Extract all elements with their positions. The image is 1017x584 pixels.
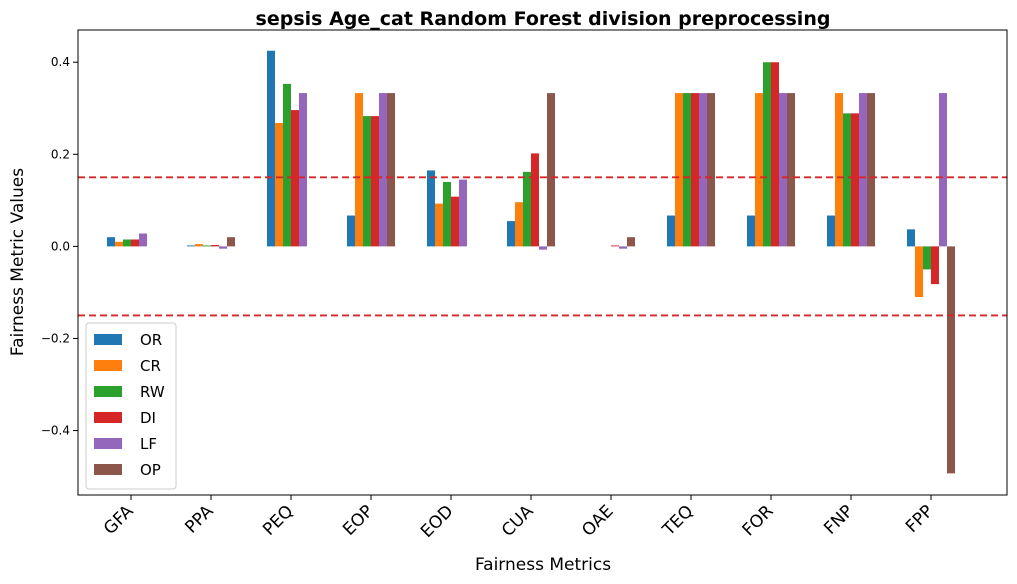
legend-swatch-op bbox=[94, 464, 122, 475]
bar-lf-eop bbox=[379, 93, 387, 247]
bar-or-gfa bbox=[107, 237, 115, 247]
bar-rw-cua bbox=[523, 171, 531, 247]
bar-op-cua bbox=[547, 93, 555, 247]
bar-lf-fpp bbox=[939, 93, 947, 247]
bar-rw-teq bbox=[683, 93, 691, 247]
y-tick-label: 0.0 bbox=[51, 239, 70, 253]
bar-rw-fnp bbox=[843, 113, 851, 247]
x-tick-label: FOR bbox=[739, 501, 778, 540]
bar-or-cua bbox=[507, 221, 515, 247]
x-axis-label: Fairness Metrics bbox=[475, 555, 611, 575]
x-tick-label: GFA bbox=[100, 501, 138, 539]
bar-di-eop bbox=[371, 116, 379, 247]
legend-swatch-or bbox=[94, 334, 122, 345]
bar-or-ppa bbox=[187, 245, 195, 247]
x-tick-label: EOP bbox=[339, 501, 377, 539]
bar-cr-peq bbox=[275, 123, 283, 247]
bar-cr-ppa bbox=[195, 244, 203, 247]
y-tick-label: 0.4 bbox=[51, 55, 70, 69]
bar-di-gfa bbox=[131, 239, 139, 247]
bar-di-fpp bbox=[931, 246, 939, 285]
bar-or-fpp bbox=[907, 229, 915, 247]
x-tick-label: FPP bbox=[902, 501, 938, 537]
x-tick-label: EOD bbox=[417, 501, 457, 541]
bar-cr-for bbox=[755, 93, 763, 247]
y-tick-label: −0.2 bbox=[41, 331, 70, 345]
bar-lf-ppa bbox=[219, 246, 227, 249]
bar-di-peq bbox=[291, 110, 299, 247]
bar-or-for bbox=[747, 215, 755, 247]
legend-swatch-di bbox=[94, 412, 122, 423]
bar-rw-ppa bbox=[203, 245, 211, 247]
legend-label-rw: RW bbox=[140, 383, 165, 401]
x-tick-label: OAE bbox=[578, 501, 617, 540]
bar-di-ppa bbox=[211, 245, 219, 247]
bar-di-fnp bbox=[851, 113, 859, 247]
bar-cr-fpp bbox=[915, 246, 923, 298]
x-axis: GFA PPA PEQ EOP EOD CUA OAE TEQ FOR FNP FPP bbox=[100, 495, 938, 542]
bar-op-fpp bbox=[947, 246, 955, 474]
legend-swatch-cr bbox=[94, 360, 122, 371]
bar-cr-teq bbox=[675, 93, 683, 247]
bar-lf-oae bbox=[619, 246, 627, 249]
bar-op-fnp bbox=[867, 93, 875, 247]
bar-di-teq bbox=[691, 93, 699, 247]
bar-lf-fnp bbox=[859, 93, 867, 247]
bar-di-eod bbox=[451, 196, 459, 247]
bar-op-ppa bbox=[227, 237, 235, 247]
bar-op-for bbox=[787, 93, 795, 247]
legend-swatch-lf bbox=[94, 438, 122, 449]
bar-rw-eod bbox=[443, 181, 451, 247]
bar-op-eop bbox=[387, 93, 395, 247]
bar-or-fnp bbox=[827, 215, 835, 247]
x-tick-label: FNP bbox=[820, 501, 857, 538]
bar-cr-fnp bbox=[835, 93, 843, 247]
y-axis-label: Fairness Metric Values bbox=[8, 168, 28, 356]
bar-rw-peq bbox=[283, 83, 291, 247]
bar-cr-eop bbox=[355, 93, 363, 247]
threshold-lines bbox=[78, 176, 1007, 317]
legend-label-op: OP bbox=[140, 461, 161, 479]
bar-rw-eop bbox=[363, 116, 371, 247]
y-axis: −0.4 −0.2 0.0 0.2 0.4 bbox=[41, 55, 78, 438]
bar-op-oae bbox=[627, 237, 635, 247]
legend-label-or: OR bbox=[140, 331, 162, 349]
bar-lf-for bbox=[779, 93, 787, 247]
bar-op-teq bbox=[707, 93, 715, 247]
bar-lf-gfa bbox=[139, 233, 147, 247]
x-tick-label: PEQ bbox=[259, 501, 297, 539]
bar-or-peq bbox=[267, 50, 275, 247]
legend-label-lf: LF bbox=[140, 435, 157, 453]
legend-label-cr: CR bbox=[140, 357, 161, 375]
x-tick-label: TEQ bbox=[658, 501, 697, 540]
bar-lf-eod bbox=[459, 179, 467, 247]
x-tick-label: PPA bbox=[181, 501, 217, 537]
bar-lf-teq bbox=[699, 93, 707, 247]
bar-di-for bbox=[771, 62, 779, 247]
bar-rw-fpp bbox=[923, 246, 931, 270]
y-tick-label: −0.4 bbox=[41, 424, 70, 438]
bar-di-oae bbox=[611, 245, 619, 247]
bar-lf-peq bbox=[299, 93, 307, 247]
legend-label-di: DI bbox=[140, 409, 156, 427]
bar-rw-for bbox=[763, 62, 771, 247]
y-tick-label: 0.2 bbox=[51, 147, 70, 161]
bar-cr-cua bbox=[515, 202, 523, 247]
legend-swatch-rw bbox=[94, 386, 122, 397]
plot-frame bbox=[77, 29, 1008, 496]
bar-or-teq bbox=[667, 215, 675, 247]
bar-or-eop bbox=[347, 215, 355, 247]
bar-or-eod bbox=[427, 170, 435, 247]
bar-lf-cua bbox=[539, 246, 547, 250]
x-tick-label: CUA bbox=[498, 501, 538, 541]
bar-rw-gfa bbox=[123, 239, 131, 247]
bar-cr-eod bbox=[435, 203, 443, 247]
chart-title: sepsis Age_cat Random Forest division pr… bbox=[256, 8, 831, 30]
legend: OR CR RW DI LF OP bbox=[85, 322, 177, 490]
bar-cr-gfa bbox=[115, 241, 123, 247]
bar-di-cua bbox=[531, 153, 539, 247]
bars-group bbox=[107, 50, 955, 474]
